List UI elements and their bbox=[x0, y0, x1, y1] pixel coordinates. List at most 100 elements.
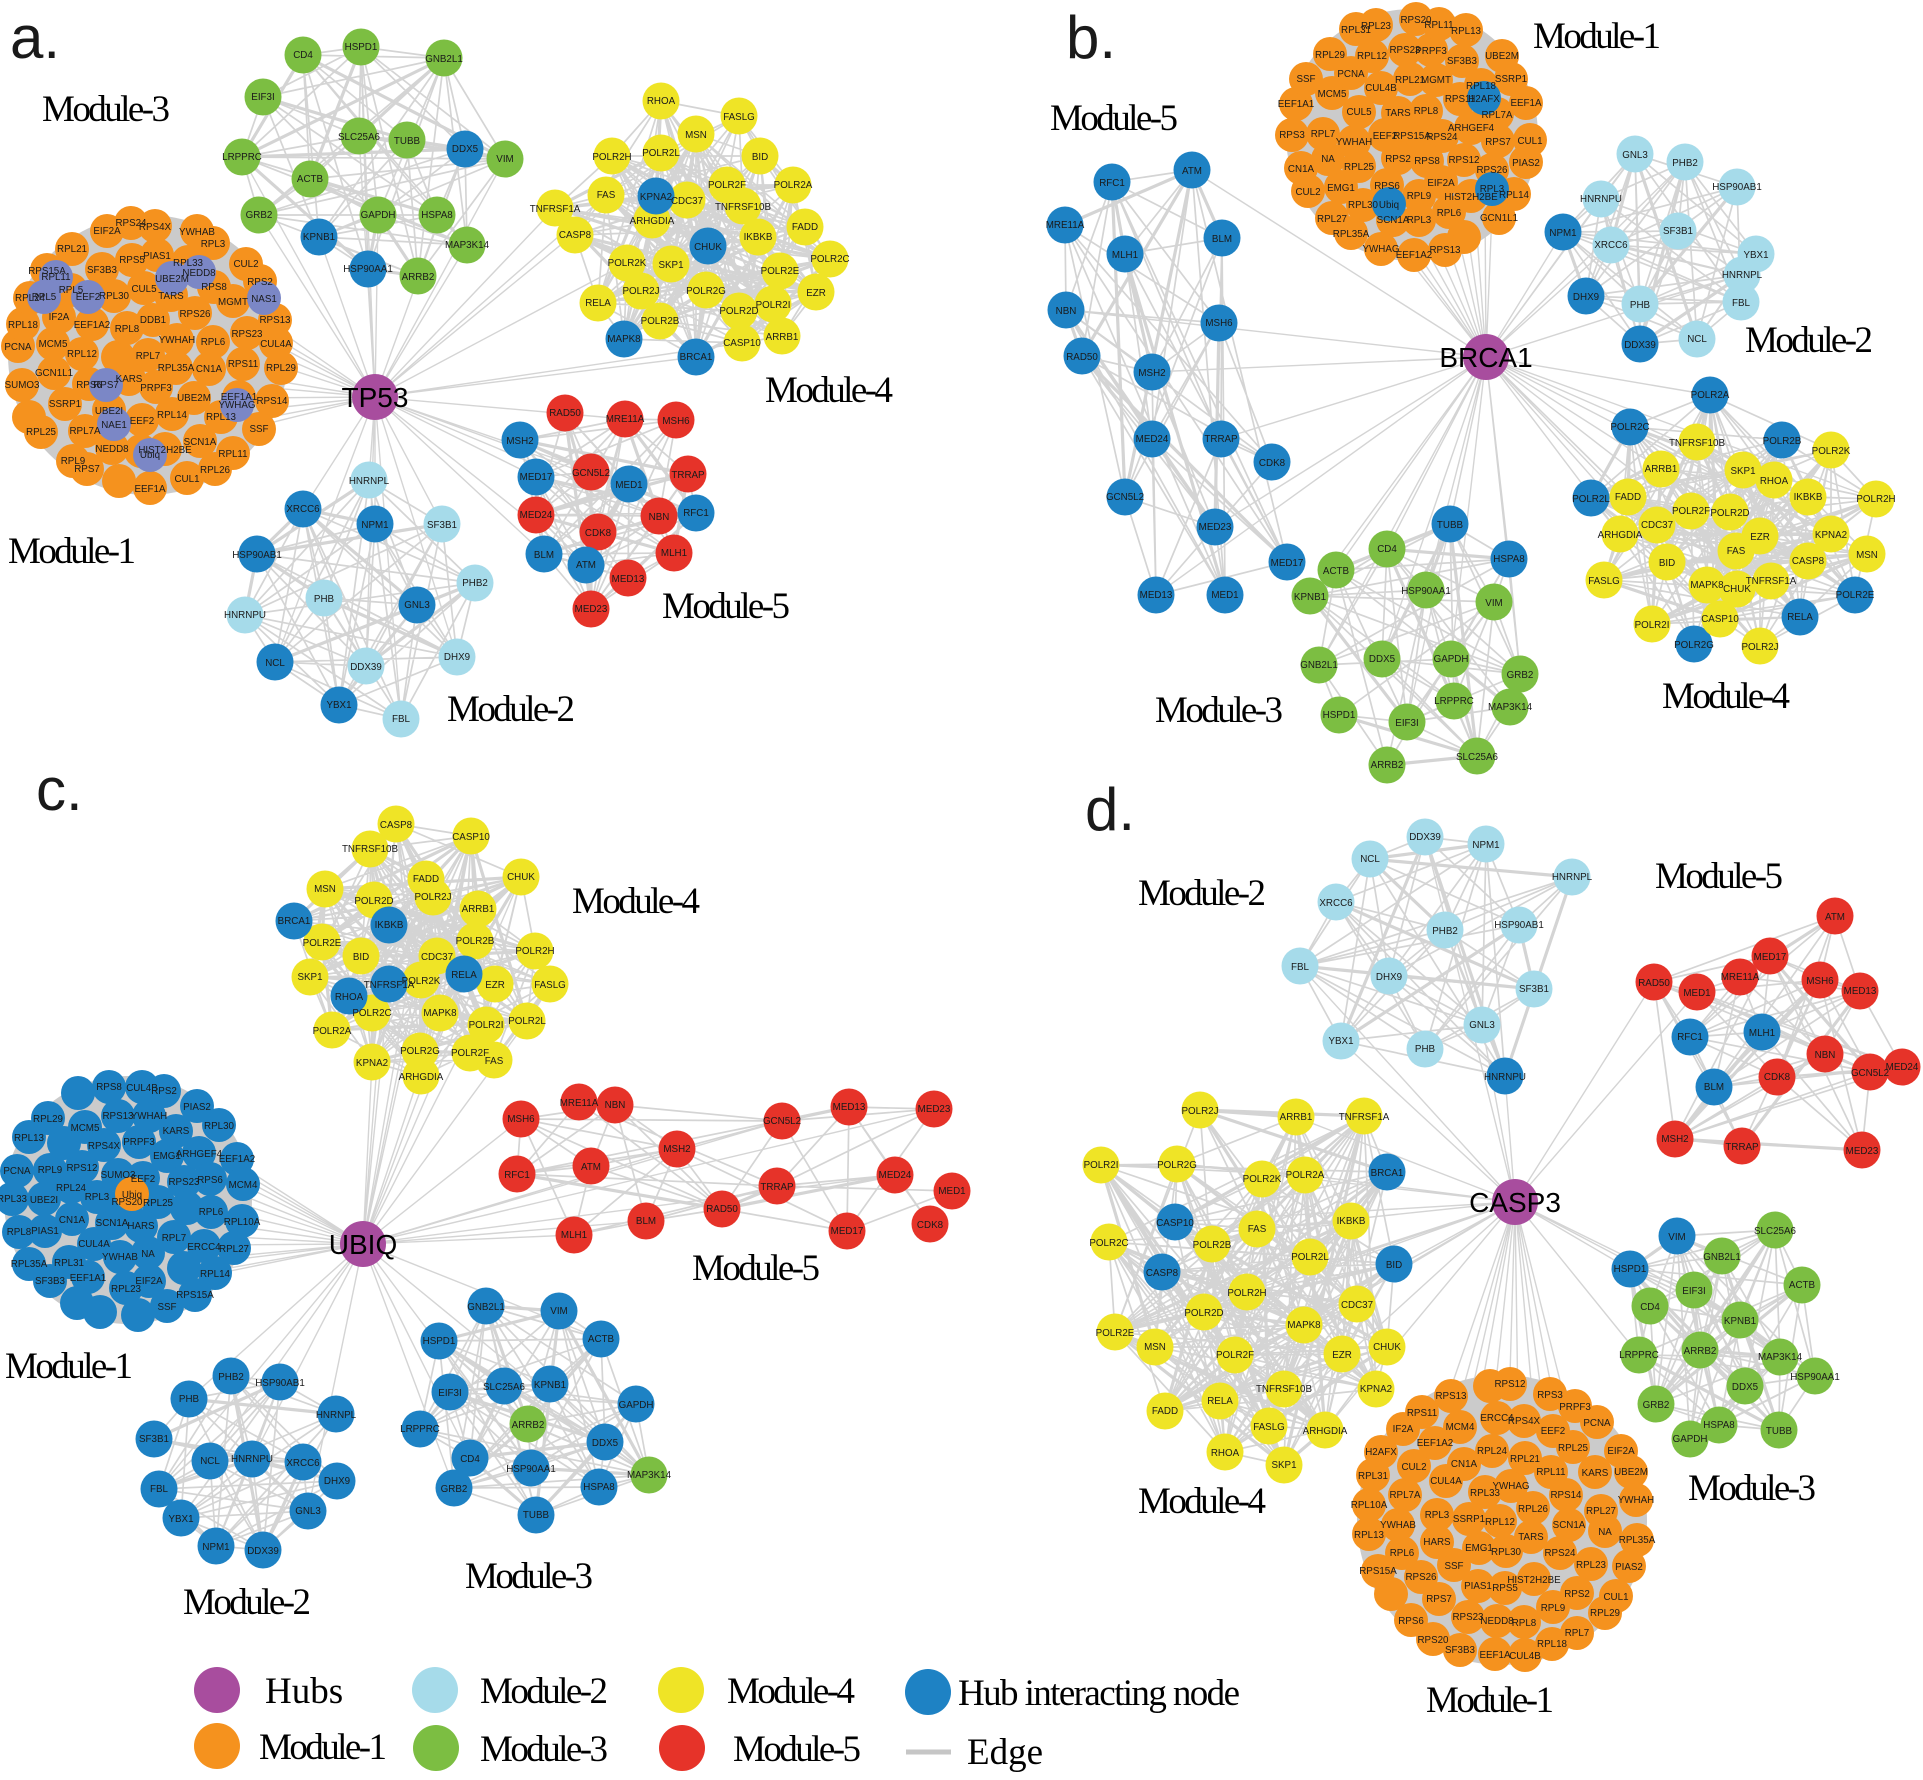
svg-text:BLM: BLM bbox=[636, 1216, 656, 1227]
svg-text:RPS24: RPS24 bbox=[1426, 132, 1458, 143]
svg-text:PCNA: PCNA bbox=[1337, 69, 1365, 80]
svg-text:RAD50: RAD50 bbox=[1638, 978, 1670, 989]
svg-text:POLR2I: POLR2I bbox=[756, 300, 791, 311]
svg-text:Module-1: Module-1 bbox=[5, 1346, 133, 1387]
svg-text:POLR2D: POLR2D bbox=[1710, 508, 1749, 519]
svg-text:CDC37: CDC37 bbox=[1641, 520, 1673, 531]
svg-text:RPS24: RPS24 bbox=[115, 218, 147, 229]
svg-text:RPL9: RPL9 bbox=[61, 456, 86, 467]
svg-text:RPS20: RPS20 bbox=[1417, 1635, 1449, 1646]
svg-text:KPNB1: KPNB1 bbox=[1294, 592, 1326, 603]
svg-text:MSH6: MSH6 bbox=[1806, 976, 1834, 987]
svg-text:CASP8: CASP8 bbox=[1792, 556, 1825, 567]
svg-text:RPL33: RPL33 bbox=[1470, 1488, 1501, 1499]
svg-text:MSN: MSN bbox=[1856, 550, 1878, 561]
svg-text:NPM1: NPM1 bbox=[1472, 840, 1499, 851]
svg-text:GNB2L1: GNB2L1 bbox=[1300, 660, 1338, 671]
svg-text:Module-2: Module-2 bbox=[1138, 873, 1266, 914]
svg-text:POLR2F: POLR2F bbox=[1672, 506, 1710, 517]
svg-text:YWHAH: YWHAH bbox=[131, 1111, 167, 1122]
svg-text:EEF1A2: EEF1A2 bbox=[74, 320, 111, 331]
svg-text:DHX9: DHX9 bbox=[1573, 292, 1599, 303]
svg-text:GNB2L1: GNB2L1 bbox=[467, 1302, 505, 1313]
svg-text:POLR2C: POLR2C bbox=[352, 1008, 391, 1019]
svg-text:EEF1A1: EEF1A1 bbox=[221, 392, 258, 403]
svg-text:SKP1: SKP1 bbox=[297, 972, 322, 983]
svg-text:RPL23: RPL23 bbox=[1576, 1560, 1607, 1571]
svg-text:ATM: ATM bbox=[576, 560, 596, 571]
svg-text:TRRAP: TRRAP bbox=[1204, 434, 1238, 445]
svg-text:BLM: BLM bbox=[1212, 234, 1232, 245]
svg-text:MED13: MED13 bbox=[833, 1102, 866, 1113]
svg-text:RAD50: RAD50 bbox=[706, 1204, 738, 1215]
svg-text:RHOA: RHOA bbox=[1760, 476, 1789, 487]
svg-text:MRE11A: MRE11A bbox=[1721, 972, 1760, 983]
svg-text:Module-2: Module-2 bbox=[1745, 320, 1873, 361]
svg-text:Ubiq: Ubiq bbox=[122, 1190, 142, 1201]
svg-text:CUL4A: CUL4A bbox=[78, 1239, 110, 1250]
svg-text:NPM1: NPM1 bbox=[361, 520, 388, 531]
svg-text:MED17: MED17 bbox=[1754, 952, 1787, 963]
svg-text:RPS4X: RPS4X bbox=[88, 1141, 121, 1152]
svg-text:NCL: NCL bbox=[1360, 854, 1380, 865]
svg-text:RELA: RELA bbox=[1207, 1396, 1233, 1407]
svg-text:NCL: NCL bbox=[1687, 334, 1707, 345]
svg-text:PHB: PHB bbox=[1630, 300, 1651, 311]
svg-text:EIF3I: EIF3I bbox=[438, 1388, 461, 1399]
svg-text:a.: a. bbox=[10, 4, 60, 71]
svg-text:RAD50: RAD50 bbox=[1066, 352, 1098, 363]
svg-text:RPS13: RPS13 bbox=[102, 1111, 134, 1122]
svg-text:MSH6: MSH6 bbox=[662, 416, 690, 427]
svg-text:CASP10: CASP10 bbox=[1156, 1218, 1194, 1229]
svg-text:TUBB: TUBB bbox=[394, 136, 421, 147]
svg-text:UBE2I: UBE2I bbox=[95, 406, 123, 417]
svg-text:MRE11A: MRE11A bbox=[560, 1098, 599, 1109]
svg-text:RPL30: RPL30 bbox=[204, 1121, 235, 1132]
svg-text:CASP10: CASP10 bbox=[723, 338, 761, 349]
svg-text:POLR2A: POLR2A bbox=[1286, 1170, 1325, 1181]
svg-text:RPS13: RPS13 bbox=[1429, 245, 1461, 256]
svg-text:BID: BID bbox=[752, 152, 768, 163]
svg-text:SCN1A: SCN1A bbox=[1377, 215, 1410, 226]
svg-text:YBX1: YBX1 bbox=[1743, 250, 1768, 261]
svg-text:EEF1A: EEF1A bbox=[1510, 98, 1542, 109]
svg-text:MAPK8: MAPK8 bbox=[607, 334, 641, 345]
svg-text:GNL3: GNL3 bbox=[1622, 150, 1648, 161]
svg-text:POLR2B: POLR2B bbox=[1763, 436, 1802, 447]
svg-text:HSP90AA1: HSP90AA1 bbox=[343, 264, 393, 275]
svg-text:NEDD8: NEDD8 bbox=[182, 268, 216, 279]
svg-text:NBN: NBN bbox=[1815, 1050, 1836, 1061]
svg-text:RPL8: RPL8 bbox=[1414, 106, 1439, 117]
svg-text:EEF1A2: EEF1A2 bbox=[219, 1154, 256, 1165]
svg-text:KPNA2: KPNA2 bbox=[640, 192, 672, 203]
svg-text:ARRB1: ARRB1 bbox=[766, 332, 799, 343]
svg-text:SF3B1: SF3B1 bbox=[1519, 984, 1549, 995]
svg-text:DHX9: DHX9 bbox=[444, 652, 470, 663]
svg-text:EIF2A: EIF2A bbox=[1607, 1446, 1635, 1457]
svg-text:EEF1A: EEF1A bbox=[134, 484, 166, 495]
svg-text:SF3B1: SF3B1 bbox=[427, 520, 457, 531]
svg-text:RPL18: RPL18 bbox=[8, 320, 39, 331]
svg-text:EMG1: EMG1 bbox=[1465, 1543, 1493, 1554]
svg-text:MED24: MED24 bbox=[879, 1170, 912, 1181]
svg-text:GNL3: GNL3 bbox=[404, 600, 430, 611]
svg-text:MED13: MED13 bbox=[1140, 590, 1173, 601]
svg-text:RPS13: RPS13 bbox=[1435, 1391, 1467, 1402]
svg-text:RPS20: RPS20 bbox=[1400, 15, 1432, 26]
svg-text:RPS26: RPS26 bbox=[179, 309, 211, 320]
svg-text:RPS3: RPS3 bbox=[1537, 1390, 1563, 1401]
svg-text:RPS20: RPS20 bbox=[111, 1197, 143, 1208]
svg-text:HSPA8: HSPA8 bbox=[1703, 1420, 1735, 1431]
svg-text:PCNA: PCNA bbox=[4, 342, 32, 353]
svg-text:CASP8: CASP8 bbox=[559, 230, 592, 241]
svg-text:CDK8: CDK8 bbox=[1259, 458, 1286, 469]
svg-text:VIM: VIM bbox=[1668, 1232, 1685, 1243]
svg-text:RPL8: RPL8 bbox=[1512, 1618, 1537, 1629]
svg-text:CN1A: CN1A bbox=[196, 364, 223, 375]
svg-text:MED24: MED24 bbox=[1136, 434, 1169, 445]
svg-text:RPL12: RPL12 bbox=[1485, 1517, 1515, 1528]
svg-text:RPL6: RPL6 bbox=[199, 1207, 224, 1218]
svg-text:SSRP1: SSRP1 bbox=[1495, 74, 1527, 85]
svg-text:YWHAG: YWHAG bbox=[218, 400, 255, 411]
svg-text:RPL11: RPL11 bbox=[1424, 20, 1453, 31]
